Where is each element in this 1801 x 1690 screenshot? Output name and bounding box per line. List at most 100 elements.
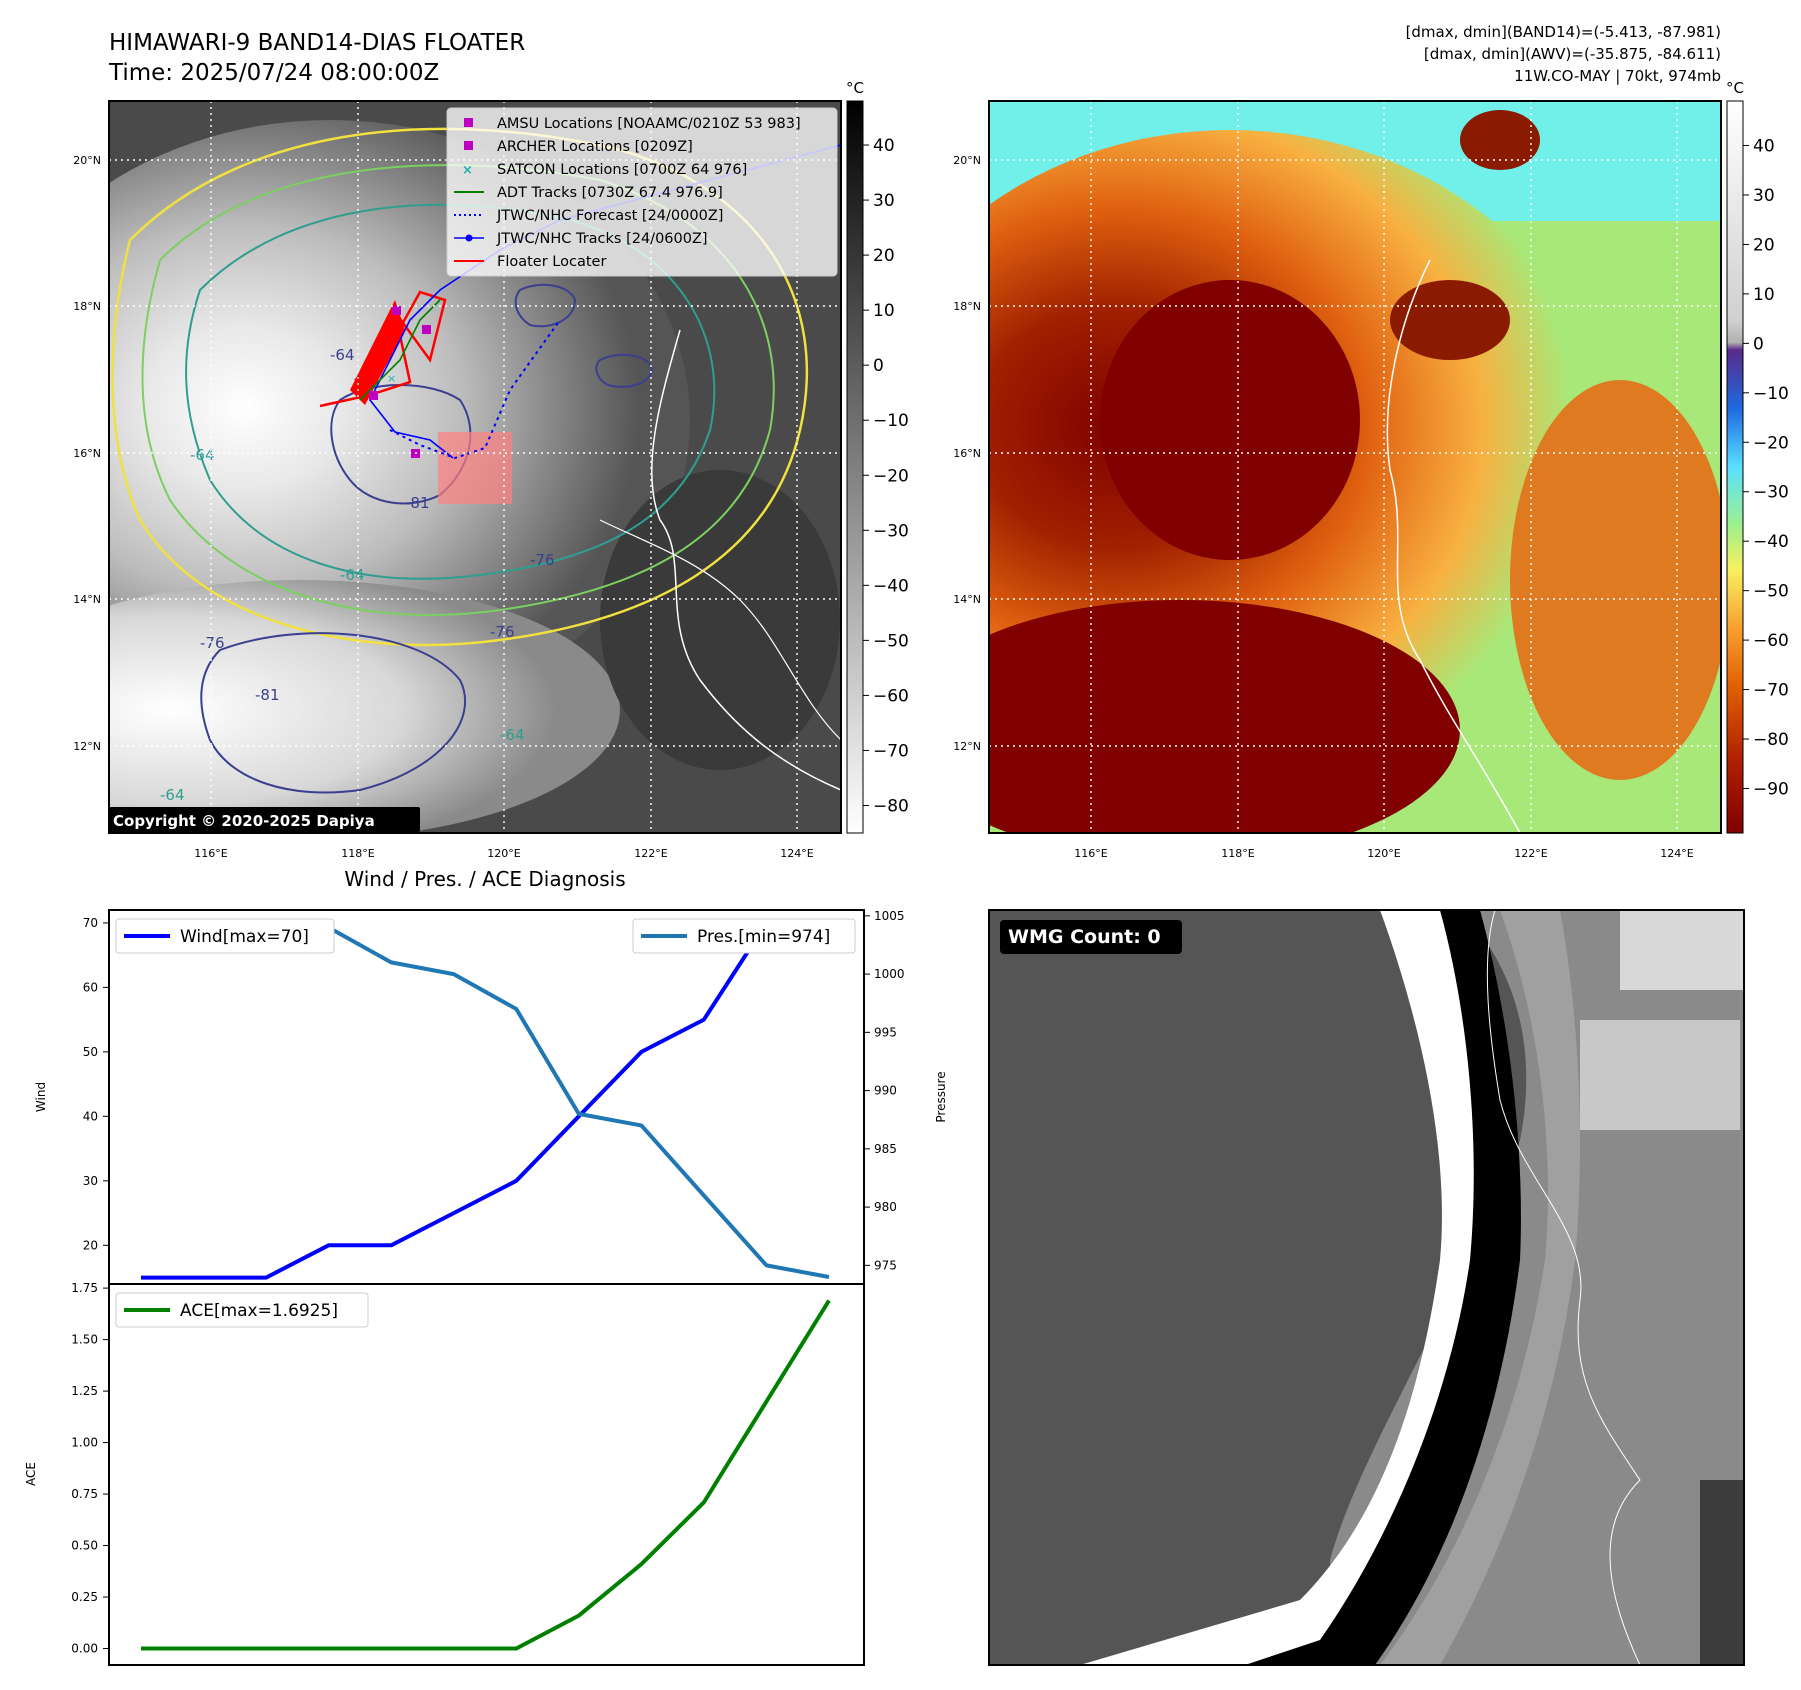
lat-label: 20°N bbox=[73, 154, 101, 167]
legend-marker: × bbox=[462, 163, 473, 178]
wmg-count-label: WMG Count: 0 bbox=[1008, 926, 1161, 948]
wind-pressure-chart: Wind Pressure 20 30 40 50 60 70 975 980 985 990 9… bbox=[34, 909, 948, 1285]
ir-colorbar bbox=[846, 100, 864, 834]
wind-tick-label: 70 bbox=[83, 916, 98, 930]
pressure-tick-label: 980 bbox=[874, 1200, 897, 1214]
ir-legend: AMSU Locations [NOAAMC/0210Z 53 983] ARCH… bbox=[446, 107, 838, 277]
colorbar-tick-label: −60 bbox=[873, 686, 909, 706]
ir-colorbar-unit: °C bbox=[846, 79, 864, 97]
wind-legend-label: Wind[max=70] bbox=[180, 927, 309, 947]
colorbar-tick-label: −70 bbox=[873, 741, 909, 761]
colorbar-tick-label: −50 bbox=[873, 631, 909, 651]
colorbar-tick-label: −20 bbox=[873, 466, 909, 486]
ace-legend-box bbox=[115, 1292, 369, 1328]
colorbar-tick-label: 20 bbox=[873, 246, 895, 266]
figure-title: HIMAWARI-9 BAND14-DIAS FLOATER bbox=[109, 30, 525, 56]
awv-colorbar-unit: °C bbox=[1726, 79, 1744, 97]
lon-label: 116°E bbox=[194, 847, 227, 860]
lon-label: 124°E bbox=[780, 847, 813, 860]
awv-map-frame bbox=[988, 100, 1722, 834]
ace-tick-label: 0.50 bbox=[71, 1539, 98, 1553]
wind-axis-label: Wind bbox=[34, 1082, 48, 1112]
lat-label: 18°N bbox=[73, 300, 101, 313]
wmg-light-ring bbox=[1380, 910, 1580, 1665]
wind-tick-label: 20 bbox=[83, 1238, 98, 1252]
lat-label: 12°N bbox=[953, 740, 981, 753]
legend-marker-dot bbox=[465, 234, 473, 242]
pressure-tick-label: 975 bbox=[874, 1258, 897, 1272]
pressure-legend-box bbox=[632, 918, 856, 954]
ir-clear-area bbox=[600, 470, 840, 770]
colorbar-tick-label: −30 bbox=[1753, 483, 1789, 503]
contour-label: -64 bbox=[160, 786, 185, 804]
wmg-panel: WMG Count: 0 bbox=[988, 909, 1745, 1666]
ace-chart-frame bbox=[108, 1283, 865, 1666]
contour-label: -64 bbox=[330, 346, 355, 364]
awv-lon-labels: 116°E 118°E 120°E 122°E 124°E bbox=[1074, 847, 1693, 860]
lon-label: 116°E bbox=[1074, 847, 1107, 860]
figure-time: Time: 2025/07/24 08:00:00Z bbox=[108, 60, 439, 86]
colorbar-tick-label: 20 bbox=[1753, 235, 1775, 255]
ace-line bbox=[141, 1299, 831, 1651]
contour-label: -76 bbox=[200, 634, 225, 652]
contour-south bbox=[200, 632, 466, 794]
legend-marker bbox=[464, 141, 473, 150]
wmg-light-patch bbox=[1620, 910, 1744, 990]
pressure-legend: Pres.[min=974] bbox=[632, 918, 856, 954]
colorbar-tick-label: −10 bbox=[1753, 384, 1789, 404]
colorbar-tick-label: −80 bbox=[873, 796, 909, 816]
awv-lat-labels: 20°N 18°N 16°N 14°N 12°N bbox=[953, 154, 981, 753]
awv-colorbar-ticks: 40 30 20 10 0 −10 −20 −30 −40 −50 −60 −70 −80 −90 bbox=[1743, 137, 1789, 799]
ir-map-frame bbox=[108, 100, 842, 834]
ace-tick-label: 0.00 bbox=[71, 1642, 98, 1656]
legend-label: Floater Locater bbox=[497, 254, 606, 270]
wind-tick-label: 30 bbox=[83, 1174, 98, 1188]
ace-tick-label: 1.75 bbox=[71, 1281, 98, 1295]
contour-label: -64 bbox=[190, 446, 215, 464]
awv-colorbar bbox=[1726, 100, 1744, 834]
colorbar-tick-label: −80 bbox=[1753, 730, 1789, 750]
wmg-dark-patch bbox=[1700, 1480, 1744, 1665]
stats-awv: [dmax, dmin](AWV)=(-35.875, -84.611) bbox=[1424, 45, 1721, 63]
legend-label: JTWC/NHC Forecast [24/0000Z] bbox=[496, 208, 723, 224]
diagnosis-title: Wind / Pres. / ACE Diagnosis bbox=[344, 867, 625, 891]
lon-label: 120°E bbox=[487, 847, 520, 860]
awv-map-panel: 20°N 18°N 16°N 14°N 12°N 116°E 118°E 120°E 122°… bbox=[953, 79, 1789, 860]
awv-core bbox=[1100, 280, 1360, 560]
wind-tick-label: 60 bbox=[83, 980, 98, 994]
lat-label: 14°N bbox=[953, 593, 981, 606]
wind-tick-label: 50 bbox=[83, 1045, 98, 1059]
ace-axis-label: ACE bbox=[24, 1462, 38, 1486]
ace-tick-label: 1.00 bbox=[71, 1436, 98, 1450]
ir-map-panel: × -64 -64 -81 -76 -76 -76 -81 -64 -64 -6… bbox=[73, 79, 909, 860]
lon-label: 118°E bbox=[1221, 847, 1254, 860]
copyright-badge bbox=[109, 807, 420, 832]
contour-label: -64 bbox=[500, 726, 525, 744]
pressure-tick-label: 1005 bbox=[874, 909, 905, 923]
awv-gridlines bbox=[989, 101, 1721, 833]
colorbar-tick-label: −40 bbox=[1753, 532, 1789, 552]
lat-label: 18°N bbox=[953, 300, 981, 313]
lon-label: 122°E bbox=[634, 847, 667, 860]
contour-label: -76 bbox=[490, 623, 515, 641]
wind-chart-frame bbox=[108, 909, 865, 1285]
coastline bbox=[1486, 910, 1641, 1665]
legend-marker bbox=[464, 118, 473, 127]
pressure-tick-label: 990 bbox=[874, 1084, 897, 1098]
wmg-black-ring bbox=[1245, 910, 1521, 1665]
ir-lat-labels: 20°N 18°N 16°N 14°N 12°N bbox=[73, 154, 101, 753]
coastline-2 bbox=[599, 519, 841, 741]
colorbar-tick-label: 10 bbox=[873, 301, 895, 321]
coastline bbox=[651, 329, 841, 791]
floater-locater-area bbox=[350, 300, 405, 405]
legend-box bbox=[446, 107, 838, 277]
pressure-legend-label: Pres.[min=974] bbox=[697, 927, 830, 947]
lat-label: 16°N bbox=[953, 447, 981, 460]
contour-label: -81 bbox=[405, 494, 430, 512]
wind-tick-label: 40 bbox=[83, 1109, 98, 1123]
satcon-marker: × bbox=[387, 372, 396, 385]
colorbar-tick-label: 0 bbox=[873, 356, 884, 376]
copyright-text: Copyright © 2020-2025 Dapiya bbox=[113, 812, 375, 830]
contour-cell-b bbox=[595, 353, 654, 388]
lat-label: 12°N bbox=[73, 740, 101, 753]
